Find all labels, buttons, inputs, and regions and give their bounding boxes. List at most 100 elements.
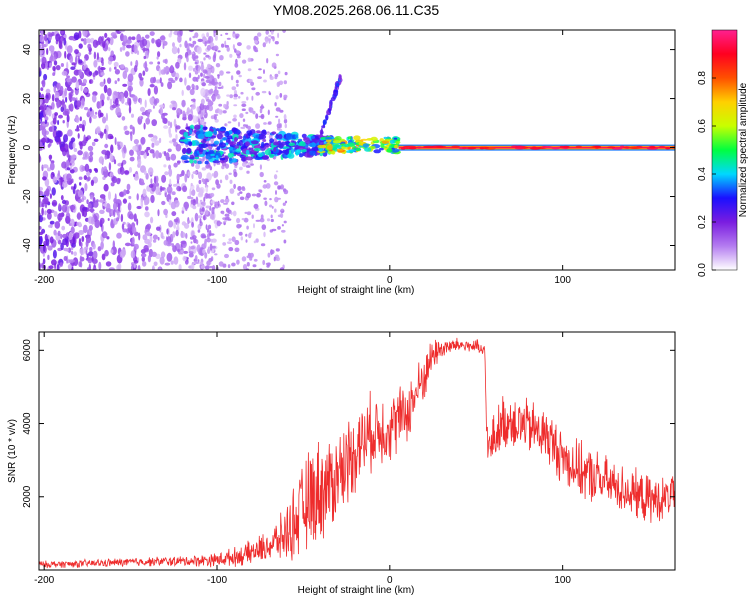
spectrogram-y-tick-label: -40 (22, 238, 33, 253)
spectrogram-cell-scatter (179, 173, 183, 177)
spectrogram-cell-scatter (175, 61, 180, 69)
spectrogram-cell-scatter (70, 226, 75, 234)
spectrogram-cell-scatter (108, 267, 115, 270)
spectrogram-cell-scatter (47, 167, 51, 172)
spectrogram-cell-scatter (53, 211, 58, 217)
spectrogram-cell-scatter (144, 99, 147, 108)
spectrogram-cell-scatter (110, 182, 115, 187)
spectrogram-cell-scatter (119, 250, 126, 258)
spectrogram-cell-scatter (114, 137, 117, 146)
spectrogram-cell-scatter (49, 193, 53, 199)
spectrogram-cell-faint (245, 192, 251, 199)
spectrogram-cell-scatter (44, 104, 47, 111)
spectrogram-cell-scatter (93, 213, 96, 219)
spectrogram-cell-scatter (111, 176, 117, 184)
spectrogram-cell-scatter (139, 182, 145, 186)
spectrogram-cell-scatter (147, 254, 151, 263)
spectrogram-cell-faint (192, 171, 198, 175)
spectrogram-cell-faint (279, 267, 285, 270)
spectrogram-cell-scatter (73, 148, 78, 152)
spectrogram-cell-scatter (129, 87, 132, 97)
spectrogram-cell-scatter (146, 146, 151, 151)
spectrogram-cell-scatter (153, 99, 158, 106)
spectrogram-cell-scatter (70, 66, 76, 70)
spectrogram-cell-faint (282, 202, 286, 206)
spectrogram-cell-faint (271, 228, 277, 232)
spectrogram-cell-scatter (63, 143, 69, 153)
spectrogram-cell-scatter (182, 185, 188, 193)
spectrogram-cell-transition (202, 126, 208, 131)
spectrogram-cell-scatter (108, 162, 112, 171)
spectrogram-cell-faint (224, 40, 227, 47)
spectrogram-cell-scatter (140, 199, 144, 209)
spectrogram-cell-faint (283, 114, 287, 120)
spectrogram-cell-scatter (103, 166, 107, 172)
spectrogram-cell-faint (259, 164, 262, 170)
spectrogram-cell-faint (194, 32, 199, 38)
spectrogram-cell-converging (370, 136, 378, 142)
spectrogram-cell-scatter (127, 202, 132, 211)
spectrogram-cell-scatter (136, 50, 140, 55)
spectrogram-cell-faint (245, 233, 248, 237)
spectrogram-cell-faint (213, 114, 219, 116)
spectrogram-cell-faint (199, 118, 205, 125)
spectrogram-x-tick-label: -200 (34, 275, 54, 286)
spectrogram-cell-faint (246, 211, 252, 216)
spectrogram-cell-scatter (116, 232, 122, 239)
spectrogram-cell-faint (270, 249, 275, 255)
spectrogram-cell-scatter (172, 107, 176, 111)
spectrogram-cell-scatter (66, 86, 72, 92)
spectrogram-cell-faint (252, 264, 257, 268)
spectrogram-cell-faint (233, 183, 237, 190)
spectrogram-cell-faint (250, 159, 254, 164)
spectrogram-cell-faint (205, 205, 211, 209)
spectrogram-cell-transition (231, 158, 238, 163)
spectrogram-cell-scatter (105, 203, 111, 212)
spectrogram-cell-faint (252, 110, 256, 115)
spectrogram-cell-scatter (114, 80, 118, 85)
spectrogram-cell-transition (180, 156, 187, 160)
spectrogram-cell-scatter (172, 183, 177, 187)
spectrogram-cell-faint (226, 241, 232, 245)
spectrogram-cell-scatter (142, 188, 147, 197)
spectrogram-cell-scatter (196, 46, 202, 54)
snr-y-tick-label: 2000 (22, 485, 33, 508)
spectrogram-cell-line (665, 147, 671, 150)
spectrogram-cell-transition (245, 149, 250, 155)
spectrogram-cell-faint (272, 36, 275, 42)
spectrogram-cell-faint (275, 170, 279, 173)
spectrogram-cell-converging (334, 136, 342, 141)
spectrogram-cell-faint (273, 256, 276, 262)
spectrogram-cell-scatter (146, 223, 152, 230)
spectrogram-cell-scatter (141, 111, 147, 116)
spectrogram-cell-transition (271, 131, 277, 135)
spectrogram-cell-scatter (60, 63, 64, 67)
snr-panel: -200 -100 0 100 2000 4000 6000 Height of strai… (7, 331, 676, 596)
spectrogram-cell-scatter (100, 93, 105, 102)
spectrogram-cell-line (620, 145, 625, 148)
spectrogram-cell-converging (336, 148, 344, 151)
spectrogram-cell-scatter (122, 228, 128, 233)
spectrogram-cell-scatter (129, 124, 133, 130)
spectrogram-cell-line (451, 145, 460, 148)
spectrogram-cell-scatter (203, 240, 207, 249)
spectrogram-cell-faint (236, 217, 241, 224)
spectrogram-cell-faint (248, 232, 252, 239)
spectrogram-cell-scatter (153, 85, 158, 95)
spectrogram-cell-scatter (40, 137, 47, 144)
spectrogram-cell-transition (219, 157, 226, 161)
spectrogram-cell-scatter (73, 183, 77, 190)
spectrogram-cell-scatter (50, 56, 56, 62)
spectrogram-cell-scatter (106, 236, 110, 240)
spectrogram-cell-scatter (109, 98, 113, 106)
spectrogram-cell-scatter (171, 46, 178, 55)
spectrogram-cell-scatter (154, 140, 160, 146)
spectrogram-cell-transition (197, 133, 205, 140)
spectrogram-cell-transition (279, 150, 284, 154)
spectrogram-cell-scatter (39, 214, 43, 223)
spectrogram-cell-transition (261, 155, 269, 160)
spectrogram-cell-scatter (62, 238, 68, 246)
spectrogram-cell-transition (224, 155, 229, 160)
spectrogram-cell-line (562, 145, 570, 149)
spectrogram-cell-faint (192, 98, 196, 103)
